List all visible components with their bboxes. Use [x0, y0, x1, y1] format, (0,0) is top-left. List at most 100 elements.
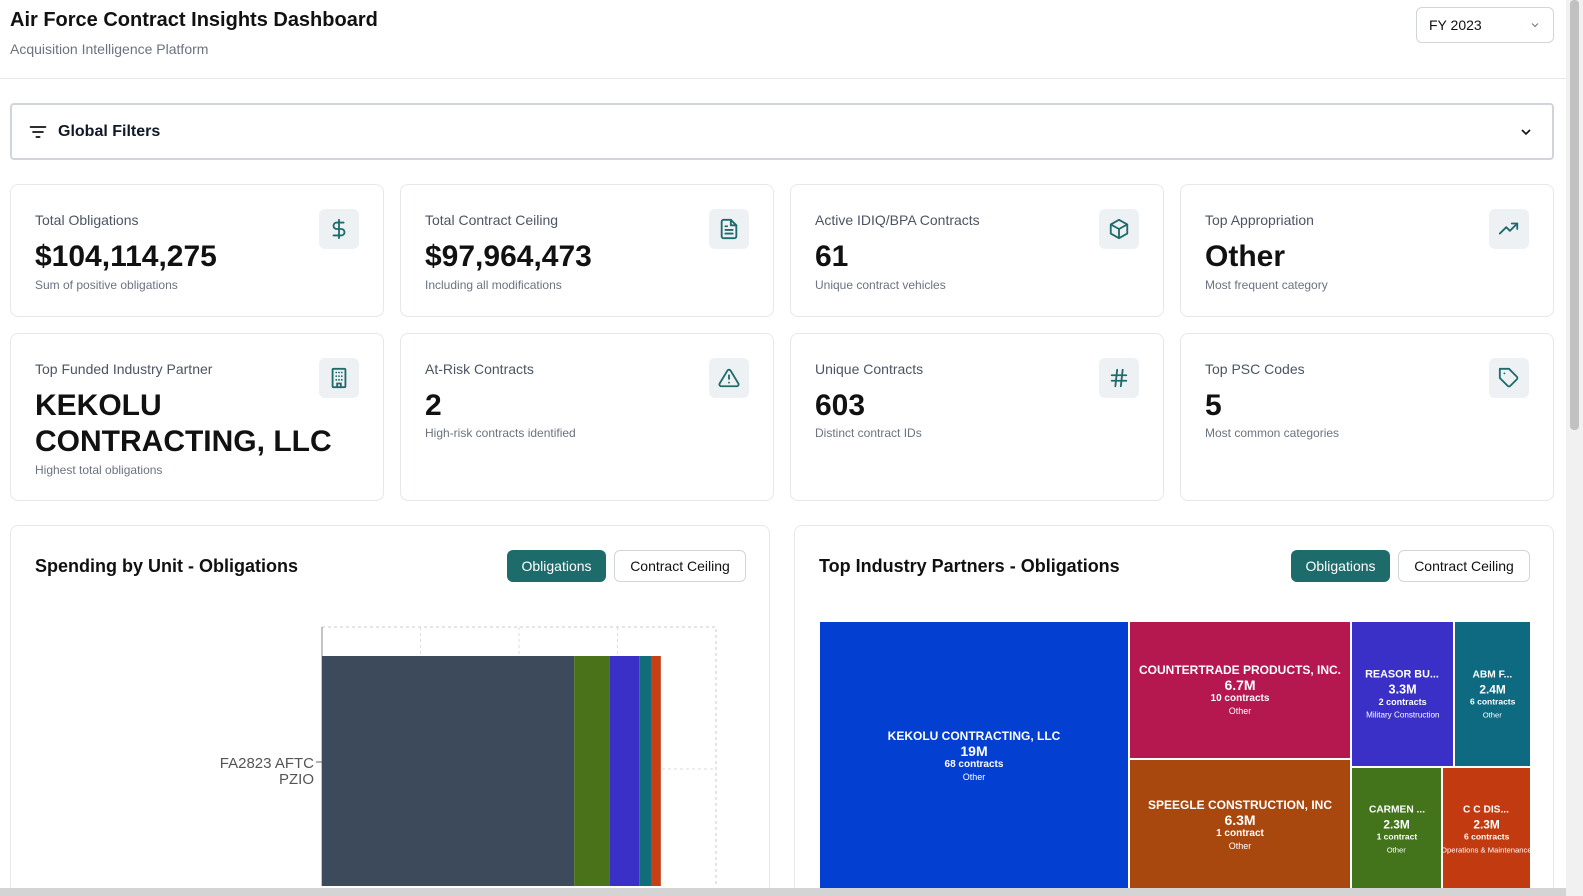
kpi-subtitle: Distinct contract IDs: [815, 426, 922, 440]
kpi-value: $97,964,473: [425, 240, 592, 273]
treemap-tile-count: 6 contracts: [1469, 697, 1516, 708]
hash-icon: [1099, 358, 1139, 398]
treemap-tile-count: 10 contracts: [1210, 693, 1270, 704]
kpi-value-line1: KEKOLU: [35, 389, 162, 422]
chevron-down-icon: [1531, 23, 1539, 28]
treemap-tile-count: 2 contracts: [1378, 697, 1427, 708]
horizontal-scrollbar[interactable]: [0, 888, 1566, 896]
bar-segment-1[interactable]: [322, 656, 575, 886]
treemap-tile-count: 68 contracts: [944, 759, 1004, 770]
kpi-title: Total Contract Ceiling: [425, 212, 559, 228]
treemap-tile[interactable]: CARMEN ... 2.3M 1 contract Other: [1352, 768, 1443, 892]
treemap-tile-category: Other: [1386, 845, 1407, 855]
treemap-tile-name: SPEEGLE CONSTRUCTION, INC: [1147, 798, 1332, 812]
treemap-tile[interactable]: REASOR BU... 3.3M 2 contracts Military Cons…: [1352, 622, 1455, 768]
treemap-tile-count: 1 contract: [1376, 832, 1417, 843]
dollar-icon: [319, 209, 359, 249]
kpi-title: Top Appropriation: [1205, 212, 1314, 228]
contract-ceiling-toggle-button[interactable]: Contract Ceiling: [614, 550, 746, 582]
page-title: Air Force Contract Insights Dashboard: [10, 9, 378, 31]
kpi-value: 5: [1205, 389, 1222, 422]
package-icon: [1099, 209, 1139, 249]
treemap-tile-value: 3.3M: [1388, 681, 1417, 697]
kpi-card-top-funded-partner: Top Funded Industry Partner KEKOLU CONTR…: [10, 333, 384, 501]
treemap-tile-category: Other: [1482, 710, 1503, 720]
chevron-down-icon: [1521, 129, 1531, 136]
treemap-tile-name: C C DIS...: [1463, 803, 1510, 815]
document-icon: [709, 209, 749, 249]
treemap-tile[interactable]: ABM F... 2.4M 6 contracts Other: [1455, 622, 1532, 768]
kpi-title: Active IDIQ/BPA Contracts: [815, 212, 980, 228]
kpi-subtitle: Most common categories: [1205, 426, 1340, 440]
kpi-value: 2: [425, 389, 442, 422]
treemap-tile-name: REASOR BU...: [1365, 667, 1440, 681]
kpi-subtitle: Including all modifications: [425, 278, 562, 292]
app-header: Air Force Contract Insights Dashboard Ac…: [0, 0, 1566, 79]
building-icon: [319, 358, 359, 398]
treemap-tile[interactable]: SPEEGLE CONSTRUCTION, INC 6.3M 1 contract O…: [1130, 760, 1352, 892]
treemap-tile-name: CARMEN ...: [1368, 803, 1425, 815]
obligations-toggle-button[interactable]: Obligations: [1291, 550, 1390, 582]
kpi-value: 61: [815, 240, 849, 273]
bar-segment-4[interactable]: [639, 656, 651, 886]
grid-frame: [322, 626, 717, 886]
kpi-card-top-psc-codes: Top PSC Codes 5 Most common categories: [1180, 333, 1554, 501]
kpi-subtitle: Sum of positive obligations: [35, 278, 178, 292]
kpi-card-active-idiq-bpa: Active IDIQ/BPA Contracts 61 Unique cont…: [790, 184, 1164, 317]
treemap-tile-value: 6.7M: [1224, 677, 1256, 693]
global-filters-label: Global Filters: [58, 122, 161, 140]
fiscal-year-value: FY 2023: [1429, 17, 1482, 33]
kpi-subtitle: Most frequent category: [1205, 278, 1328, 292]
treemap-tile-value: 19M: [960, 743, 988, 759]
kpi-card-total-contract-ceiling: Total Contract Ceiling $97,964,473 Inclu…: [400, 184, 774, 317]
kpi-card-unique-contracts: Unique Contracts 603 Distinct contract I…: [790, 333, 1164, 501]
kpi-card-total-obligations: Total Obligations $104,114,275 Sum of po…: [10, 184, 384, 317]
partners-treemap: KEKOLU CONTRACTING, LLC 19M 68 contracts Ot…: [820, 622, 1532, 892]
treemap-tile-name: KEKOLU CONTRACTING, LLC: [887, 729, 1061, 743]
vertical-scrollbar[interactable]: [1566, 0, 1583, 896]
tag-icon: [1489, 358, 1529, 398]
kpi-value-line2: CONTRACTING, LLC: [35, 425, 332, 458]
page-subtitle: Acquisition Intelligence Platform: [10, 41, 209, 57]
y-tick-label: PZIO: [279, 771, 314, 788]
kpi-title: Top PSC Codes: [1205, 361, 1305, 377]
obligations-toggle-button[interactable]: Obligations: [507, 550, 606, 582]
treemap-tile-category: Military Construction: [1365, 710, 1440, 720]
spending-by-unit-panel: Spending by Unit - Obligations Obligatio…: [10, 525, 770, 896]
kpi-card-top-appropriation: Top Appropriation Other Most frequent ca…: [1180, 184, 1554, 317]
kpi-title: Unique Contracts: [815, 361, 924, 377]
treemap-tile-count: 6 contracts: [1463, 832, 1510, 843]
filter-icon: [29, 125, 47, 138]
kpi-title: Total Obligations: [35, 212, 139, 228]
treemap-tile[interactable]: KEKOLU CONTRACTING, LLC 19M 68 contracts Ot…: [820, 622, 1130, 892]
trending-up-icon: [1489, 209, 1529, 249]
global-filters-toggle[interactable]: Global Filters: [10, 103, 1554, 160]
treemap-tile-value: 2.3M: [1383, 817, 1410, 831]
kpi-subtitle: Highest total obligations: [35, 463, 163, 477]
kpi-value: $104,114,275: [35, 240, 217, 273]
kpi-card-at-risk: At-Risk Contracts 2 High-risk contracts …: [400, 333, 774, 501]
treemap-tile-value: 6.3M: [1224, 812, 1256, 828]
top-industry-partners-panel: Top Industry Partners - Obligations Obli…: [794, 525, 1554, 896]
y-tick-label: FA2823 AFTC: [220, 755, 314, 772]
treemap-tile-count: 1 contract: [1216, 828, 1264, 839]
panel-title: Top Industry Partners - Obligations: [819, 556, 1120, 576]
spending-bar-chart: FA2823 AFTC PZIO: [220, 626, 717, 886]
treemap-tile-category: Other: [1228, 706, 1252, 716]
scrollbar-thumb[interactable]: [1570, 0, 1579, 430]
panel-title: Spending by Unit - Obligations: [35, 556, 298, 576]
treemap-tile[interactable]: C C DIS... 2.3M 6 contracts Operations & Ma…: [1443, 768, 1532, 892]
treemap-tile-name: ABM F...: [1472, 668, 1513, 680]
kpi-subtitle: High-risk contracts identified: [425, 426, 576, 440]
bar-segment-3[interactable]: [609, 656, 640, 886]
kpi-value: Other: [1205, 240, 1286, 273]
contract-ceiling-toggle-button[interactable]: Contract Ceiling: [1398, 550, 1530, 582]
fiscal-year-select[interactable]: FY 2023: [1416, 7, 1554, 43]
treemap-tile-value: 2.3M: [1473, 817, 1500, 831]
kpi-value: 603: [815, 389, 866, 422]
treemap-tile[interactable]: COUNTERTRADE PRODUCTS, INC. 6.7M 10 contra…: [1130, 622, 1352, 760]
bar-segment-2[interactable]: [574, 656, 610, 886]
bar-segment-5[interactable]: [650, 656, 661, 886]
treemap-tile-category: Other: [1228, 841, 1252, 851]
treemap-tile-value: 2.4M: [1479, 682, 1506, 696]
